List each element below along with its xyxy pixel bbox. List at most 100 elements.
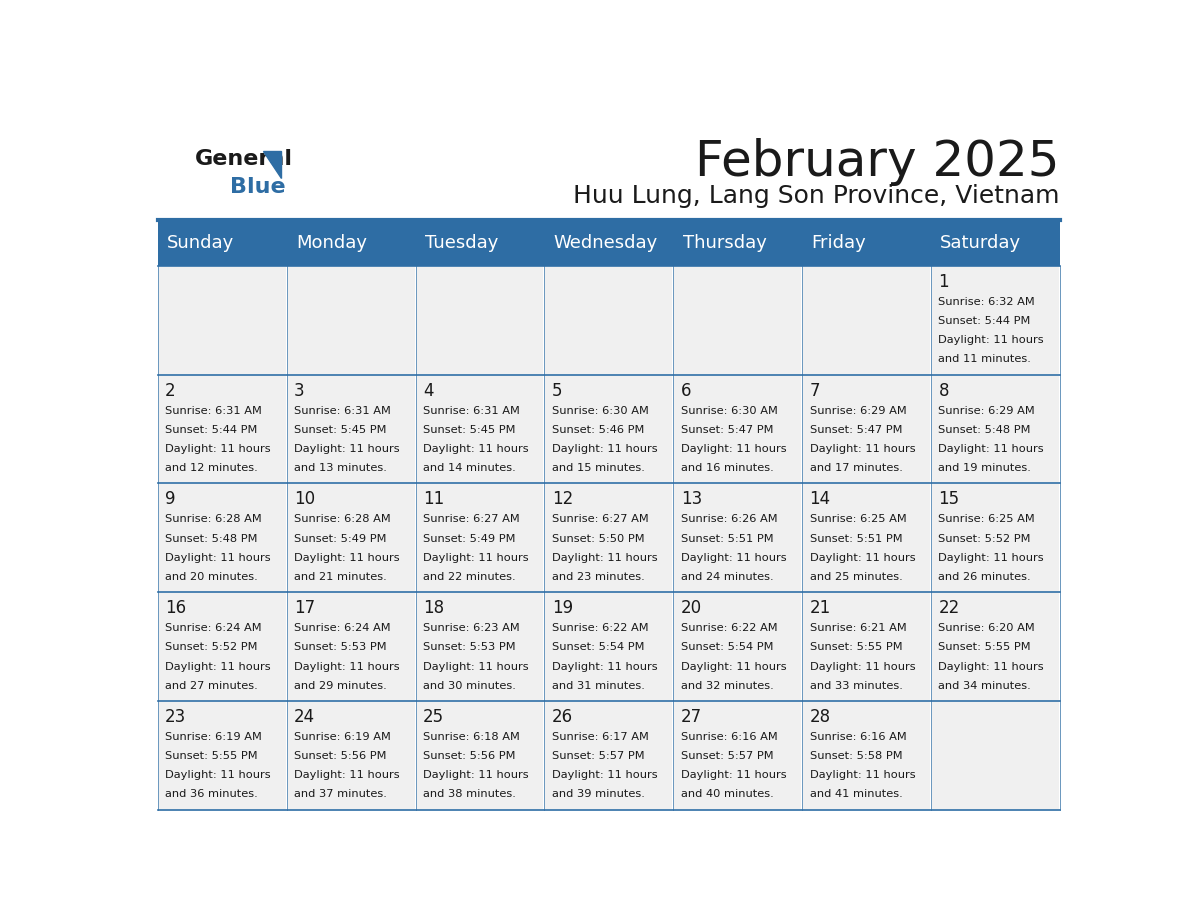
- Text: Daylight: 11 hours: Daylight: 11 hours: [165, 553, 271, 563]
- Text: Sunset: 5:53 PM: Sunset: 5:53 PM: [423, 643, 516, 653]
- Bar: [931, 484, 1060, 592]
- Text: Sunset: 5:52 PM: Sunset: 5:52 PM: [939, 533, 1031, 543]
- Bar: [416, 701, 544, 810]
- Text: and 32 minutes.: and 32 minutes.: [681, 680, 773, 690]
- Text: and 38 minutes.: and 38 minutes.: [423, 789, 516, 800]
- Text: 13: 13: [681, 490, 702, 509]
- Text: Sunrise: 6:25 AM: Sunrise: 6:25 AM: [809, 514, 906, 524]
- Text: Daylight: 11 hours: Daylight: 11 hours: [165, 443, 271, 453]
- Text: Sunday: Sunday: [166, 234, 234, 252]
- Bar: [416, 484, 544, 592]
- Text: Wednesday: Wednesday: [554, 234, 658, 252]
- Text: Sunset: 5:54 PM: Sunset: 5:54 PM: [551, 643, 644, 653]
- Text: 7: 7: [809, 382, 820, 399]
- Text: 5: 5: [551, 382, 562, 399]
- Text: and 13 minutes.: and 13 minutes.: [293, 463, 387, 473]
- Text: Sunset: 5:45 PM: Sunset: 5:45 PM: [423, 425, 516, 435]
- Text: Sunrise: 6:29 AM: Sunrise: 6:29 AM: [809, 406, 906, 416]
- Text: Sunset: 5:48 PM: Sunset: 5:48 PM: [939, 425, 1031, 435]
- Text: Sunset: 5:50 PM: Sunset: 5:50 PM: [551, 533, 644, 543]
- Text: Daylight: 11 hours: Daylight: 11 hours: [423, 770, 529, 780]
- Text: Tuesday: Tuesday: [425, 234, 498, 252]
- Text: February 2025: February 2025: [695, 139, 1060, 186]
- Bar: [931, 592, 1060, 701]
- Bar: [802, 375, 931, 484]
- Text: and 40 minutes.: and 40 minutes.: [681, 789, 773, 800]
- Text: and 21 minutes.: and 21 minutes.: [293, 572, 387, 582]
- Text: Sunset: 5:55 PM: Sunset: 5:55 PM: [809, 643, 902, 653]
- Text: and 39 minutes.: and 39 minutes.: [551, 789, 645, 800]
- Text: Sunrise: 6:19 AM: Sunrise: 6:19 AM: [165, 733, 261, 742]
- Text: Sunset: 5:45 PM: Sunset: 5:45 PM: [293, 425, 386, 435]
- Text: Sunrise: 6:31 AM: Sunrise: 6:31 AM: [423, 406, 519, 416]
- Text: 27: 27: [681, 708, 702, 726]
- Text: Sunrise: 6:28 AM: Sunrise: 6:28 AM: [293, 514, 391, 524]
- Text: Sunset: 5:49 PM: Sunset: 5:49 PM: [293, 533, 386, 543]
- Text: Sunset: 5:47 PM: Sunset: 5:47 PM: [681, 425, 773, 435]
- Text: Daylight: 11 hours: Daylight: 11 hours: [165, 770, 271, 780]
- Bar: [544, 484, 674, 592]
- Text: and 23 minutes.: and 23 minutes.: [551, 572, 645, 582]
- Text: 22: 22: [939, 599, 960, 617]
- Text: Daylight: 11 hours: Daylight: 11 hours: [293, 553, 399, 563]
- Text: 25: 25: [423, 708, 444, 726]
- Text: Sunrise: 6:27 AM: Sunrise: 6:27 AM: [423, 514, 519, 524]
- Text: Friday: Friday: [811, 234, 866, 252]
- Text: Sunrise: 6:16 AM: Sunrise: 6:16 AM: [809, 733, 906, 742]
- Text: Sunrise: 6:20 AM: Sunrise: 6:20 AM: [939, 623, 1035, 633]
- Text: 2: 2: [165, 382, 176, 399]
- Text: Sunset: 5:49 PM: Sunset: 5:49 PM: [423, 533, 516, 543]
- Text: Sunset: 5:56 PM: Sunset: 5:56 PM: [293, 751, 386, 761]
- Text: Daylight: 11 hours: Daylight: 11 hours: [809, 443, 915, 453]
- Text: Sunset: 5:51 PM: Sunset: 5:51 PM: [681, 533, 773, 543]
- Text: Sunset: 5:57 PM: Sunset: 5:57 PM: [551, 751, 644, 761]
- Text: Sunset: 5:51 PM: Sunset: 5:51 PM: [809, 533, 902, 543]
- Text: Sunrise: 6:31 AM: Sunrise: 6:31 AM: [165, 406, 261, 416]
- Text: Sunset: 5:55 PM: Sunset: 5:55 PM: [165, 751, 258, 761]
- Text: Sunrise: 6:18 AM: Sunrise: 6:18 AM: [423, 733, 519, 742]
- Text: and 22 minutes.: and 22 minutes.: [423, 572, 516, 582]
- Text: and 12 minutes.: and 12 minutes.: [165, 463, 258, 473]
- Text: and 31 minutes.: and 31 minutes.: [551, 680, 645, 690]
- Text: Sunrise: 6:27 AM: Sunrise: 6:27 AM: [551, 514, 649, 524]
- Bar: [286, 484, 416, 592]
- Bar: [158, 265, 286, 375]
- Text: and 14 minutes.: and 14 minutes.: [423, 463, 516, 473]
- Text: 19: 19: [551, 599, 573, 617]
- Text: Daylight: 11 hours: Daylight: 11 hours: [939, 662, 1044, 671]
- Text: Sunset: 5:58 PM: Sunset: 5:58 PM: [809, 751, 902, 761]
- Text: and 36 minutes.: and 36 minutes.: [165, 789, 258, 800]
- Text: Sunset: 5:57 PM: Sunset: 5:57 PM: [681, 751, 773, 761]
- Text: Sunset: 5:47 PM: Sunset: 5:47 PM: [809, 425, 902, 435]
- Text: 10: 10: [293, 490, 315, 509]
- Bar: [158, 219, 1060, 265]
- Text: Daylight: 11 hours: Daylight: 11 hours: [293, 662, 399, 671]
- Text: Sunrise: 6:24 AM: Sunrise: 6:24 AM: [293, 623, 391, 633]
- Bar: [158, 592, 286, 701]
- Text: Sunset: 5:54 PM: Sunset: 5:54 PM: [681, 643, 773, 653]
- Text: 6: 6: [681, 382, 691, 399]
- Bar: [931, 375, 1060, 484]
- Text: Thursday: Thursday: [682, 234, 766, 252]
- Bar: [674, 375, 802, 484]
- Text: Sunrise: 6:21 AM: Sunrise: 6:21 AM: [809, 623, 906, 633]
- Bar: [674, 484, 802, 592]
- Text: Sunrise: 6:16 AM: Sunrise: 6:16 AM: [681, 733, 777, 742]
- Bar: [802, 265, 931, 375]
- Bar: [802, 484, 931, 592]
- Text: and 27 minutes.: and 27 minutes.: [165, 680, 258, 690]
- Text: and 19 minutes.: and 19 minutes.: [939, 463, 1031, 473]
- Text: Sunrise: 6:32 AM: Sunrise: 6:32 AM: [939, 297, 1035, 307]
- Text: Daylight: 11 hours: Daylight: 11 hours: [809, 662, 915, 671]
- Text: 20: 20: [681, 599, 702, 617]
- Bar: [286, 375, 416, 484]
- Text: General: General: [195, 149, 292, 169]
- Bar: [416, 265, 544, 375]
- Text: Sunrise: 6:26 AM: Sunrise: 6:26 AM: [681, 514, 777, 524]
- Bar: [544, 701, 674, 810]
- Text: Sunrise: 6:23 AM: Sunrise: 6:23 AM: [423, 623, 519, 633]
- Bar: [286, 592, 416, 701]
- Bar: [544, 265, 674, 375]
- Text: Sunrise: 6:22 AM: Sunrise: 6:22 AM: [681, 623, 777, 633]
- Text: Daylight: 11 hours: Daylight: 11 hours: [681, 443, 786, 453]
